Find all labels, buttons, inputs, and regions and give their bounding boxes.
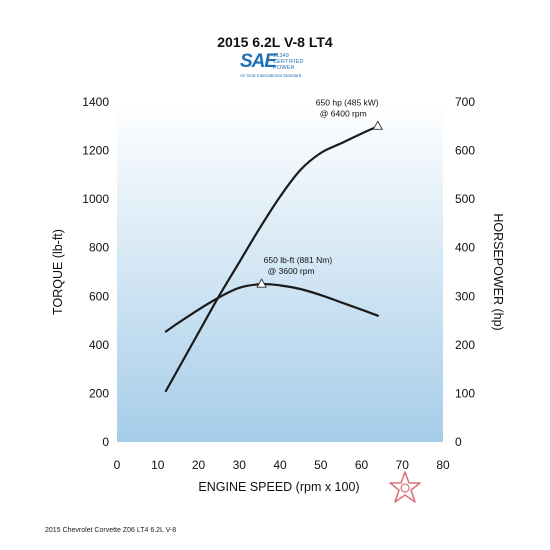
- x-tick-label: 80: [436, 458, 450, 472]
- y-left-tick-label: 1200: [82, 144, 109, 158]
- y-right-tick-label: 300: [455, 289, 475, 303]
- y-left-tick-label: 1400: [82, 95, 109, 109]
- flower-watermark-icon: [389, 471, 421, 503]
- sae-logo-sub: An SAE International Standard: [240, 73, 302, 78]
- y-left-tick-label: 1000: [82, 192, 109, 206]
- torque-line: [164, 282, 379, 333]
- y-right-tick-label: 100: [455, 386, 475, 400]
- footnote: 2015 Chevrolet Corvette Z06 LT4 6.2L V-8: [45, 527, 177, 534]
- chart-title: 2015 6.2L V-8 LT4: [217, 34, 333, 50]
- sae-logo-cert: J1349 CERTIFIED POWER: [273, 53, 304, 71]
- sae-logo: SAE J1349 CERTIFIED POWER An SAE Interna…: [240, 52, 314, 82]
- x-tick-label: 50: [314, 458, 328, 472]
- peak-marker: [372, 120, 384, 130]
- y-right-tick-label: 0: [455, 435, 462, 449]
- y-right-tick-label: 600: [455, 144, 475, 158]
- y-right-tick-label: 400: [455, 241, 475, 255]
- x-axis-label: ENGINE SPEED (rpm x 100): [198, 480, 359, 494]
- peak-annotation-line2: @ 6400 rpm: [320, 108, 367, 118]
- y-right-tick-label: 200: [455, 338, 475, 352]
- x-tick-label: 10: [151, 458, 165, 472]
- y-left-tick-label: 800: [89, 241, 109, 255]
- y-right-tick-label: 500: [455, 192, 475, 206]
- peak-annotation-line1: 650 hp (485 kW): [316, 97, 379, 107]
- y-axis-left-label: TORQUE (lb-ft): [51, 229, 65, 315]
- x-tick-label: 70: [396, 458, 410, 472]
- x-tick-label: 30: [233, 458, 247, 472]
- x-tick-label: 20: [192, 458, 206, 472]
- y-axis-right-label: HORSEPOWER (hp): [491, 213, 505, 330]
- plot-area: [117, 102, 443, 442]
- horsepower-line: [164, 125, 379, 393]
- x-tick-label: 40: [273, 458, 287, 472]
- peak-marker: [256, 278, 267, 288]
- y-right-tick-label: 700: [455, 95, 475, 109]
- peak-annotation-line2: @ 3600 rpm: [268, 266, 315, 276]
- x-tick-label: 60: [355, 458, 369, 472]
- y-left-tick-label: 400: [89, 338, 109, 352]
- y-left-tick-label: 200: [89, 386, 109, 400]
- y-left-tick-label: 0: [102, 435, 109, 449]
- x-tick-label: 0: [114, 458, 121, 472]
- peak-annotation-line1: 650 lb-ft (881 Nm): [264, 255, 333, 265]
- y-left-tick-label: 600: [89, 289, 109, 303]
- sae-logo-mark: SAE: [240, 51, 277, 72]
